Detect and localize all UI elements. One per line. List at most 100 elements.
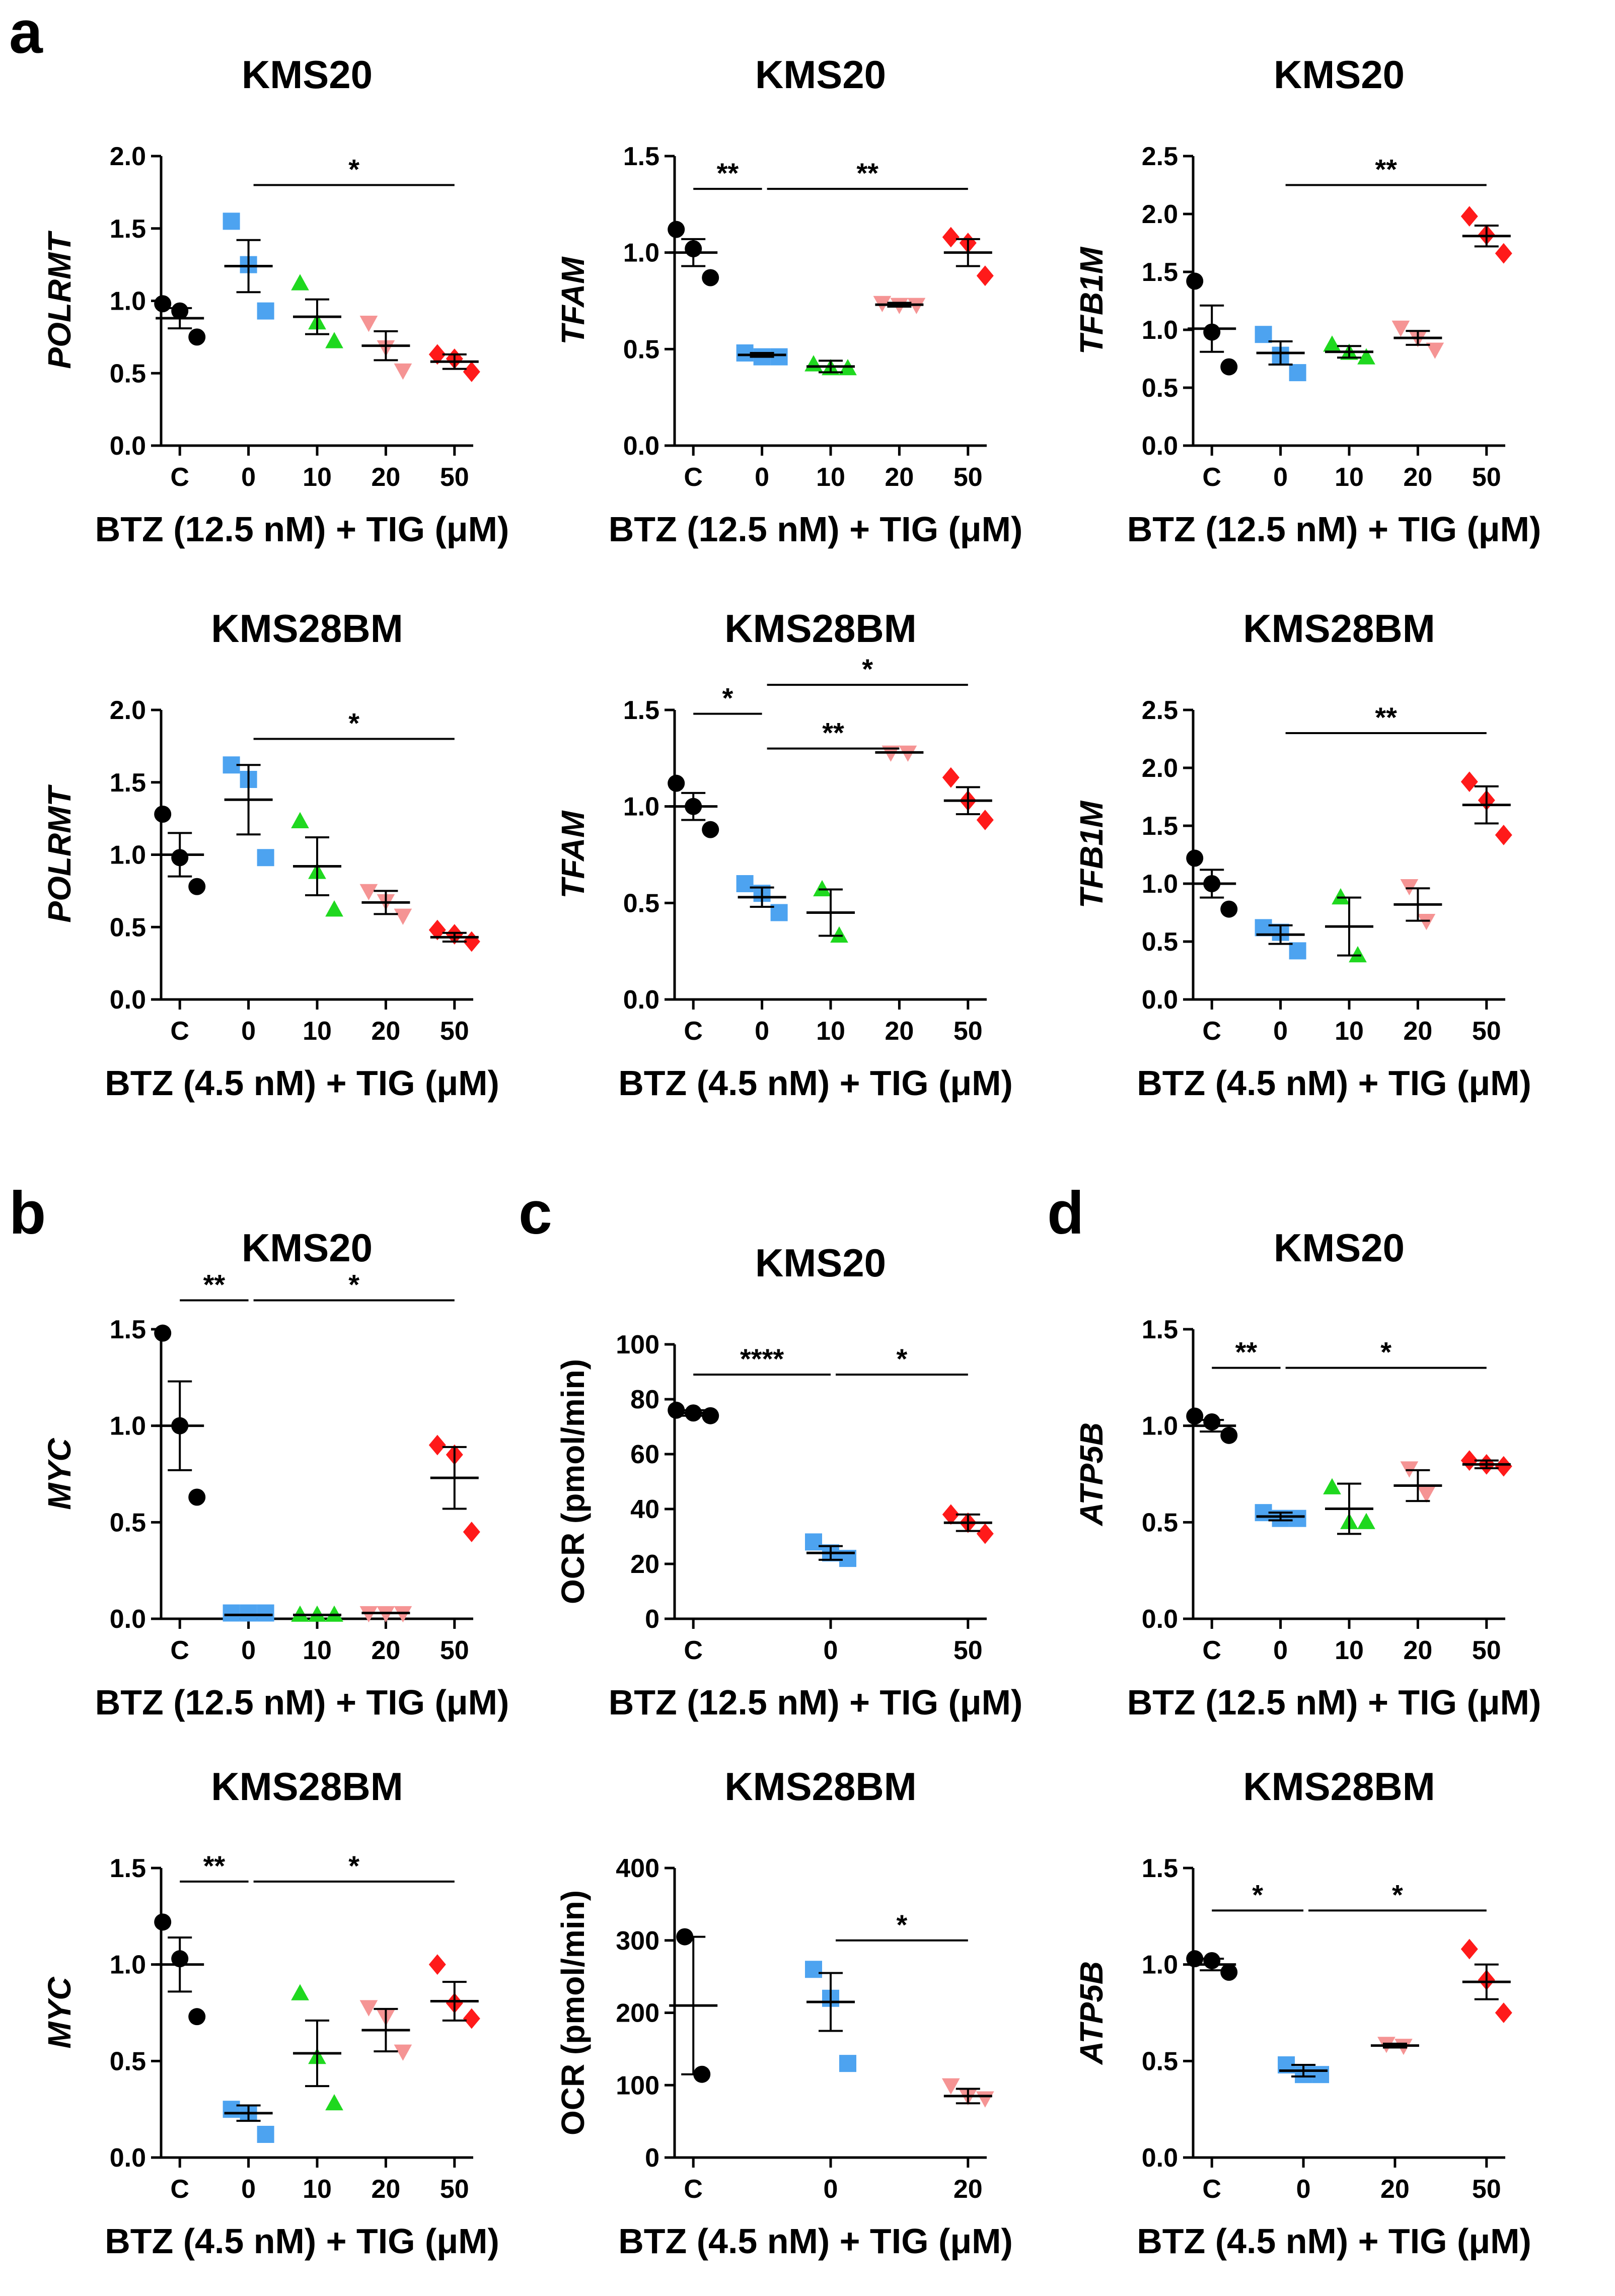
x-axis-label: BTZ (12.5 nM) + TIG (μM) <box>1127 510 1541 549</box>
data-point <box>1186 1950 1204 1968</box>
series-C <box>154 806 206 895</box>
series-C <box>154 1324 206 1506</box>
series-C <box>668 221 719 286</box>
chart-a5: KMS28BM 0.0 0.5 1.0 1.5 C 0 10 20 50 TFAM BTZ (4.5 … <box>555 606 1013 1103</box>
data-point <box>1323 335 1341 352</box>
y-axis-label: TFAM <box>555 810 591 899</box>
data-point <box>308 1605 326 1622</box>
y-tick-label: 0.0 <box>1142 432 1178 461</box>
data-point <box>154 1324 172 1342</box>
data-point <box>463 2008 480 2029</box>
x-axis-label: BTZ (4.5 nM) + TIG (μM) <box>1137 2221 1531 2261</box>
significance-label: * <box>348 154 359 185</box>
data-point <box>976 810 994 830</box>
data-point <box>941 2078 960 2095</box>
x-tick-label: C <box>170 1636 189 1665</box>
y-tick-label: 0.5 <box>1142 374 1178 403</box>
x-tick-label: 20 <box>371 463 400 492</box>
data-point <box>257 302 274 320</box>
x-tick-label: C <box>1202 2175 1221 2204</box>
data-point <box>1495 825 1512 845</box>
series-50 <box>942 227 994 286</box>
x-tick-label: 10 <box>816 1017 845 1046</box>
significance-label: ** <box>1235 1336 1258 1368</box>
series-0 <box>223 1604 274 1622</box>
x-axis-label: BTZ (4.5 nM) + TIG (μM) <box>618 1063 1013 1103</box>
data-point <box>839 2055 856 2072</box>
y-tick-label: 1.0 <box>1142 1412 1178 1441</box>
y-tick-label: 40 <box>630 1495 659 1524</box>
series-C <box>1186 1407 1238 1444</box>
y-tick-label: 2.0 <box>110 696 146 725</box>
y-tick-label: 60 <box>630 1440 659 1469</box>
y-tick-label: 0.0 <box>623 432 659 461</box>
y-tick-label: 1.0 <box>110 1412 146 1441</box>
x-tick-label: 0 <box>1296 2175 1311 2204</box>
series-0 <box>223 212 274 320</box>
x-tick-label: 20 <box>1403 1636 1432 1665</box>
data-point <box>976 1523 994 1544</box>
data-point <box>240 1604 257 1622</box>
data-point <box>1312 2066 1330 2084</box>
series-0 <box>805 1533 856 1567</box>
chart-title: KMS20 <box>242 1226 373 1270</box>
chart-title: KMS20 <box>755 1241 886 1285</box>
data-point <box>702 269 719 286</box>
series-0 <box>805 1961 856 2072</box>
series-20 <box>875 745 924 762</box>
data-point <box>223 212 240 230</box>
y-tick-label: 2.5 <box>1142 696 1178 725</box>
series-20 <box>873 296 926 314</box>
y-tick-label: 0 <box>645 1605 659 1634</box>
series-C <box>1186 272 1238 376</box>
chart-a4: KMS28BM 0.0 0.5 1.0 1.5 2.0 C 0 10 20 50 POLRMT BTZ … <box>41 606 499 1103</box>
y-tick-label: 1.0 <box>110 287 146 316</box>
y-tick-label: 1.0 <box>623 239 659 268</box>
series-50 <box>1460 206 1512 264</box>
y-tick-label: 1.5 <box>1142 258 1178 287</box>
series-50 <box>1460 771 1512 845</box>
y-tick-label: 0.5 <box>110 1508 146 1537</box>
x-axis-label: BTZ (12.5 nM) + TIG (μM) <box>95 1683 509 1722</box>
y-axis-label: ATP5B <box>1073 1961 1110 2065</box>
series-C <box>154 295 206 346</box>
panel-letter-d: d <box>1047 1179 1084 1247</box>
y-tick-label: 0.0 <box>110 2143 146 2173</box>
data-point <box>1426 342 1444 359</box>
y-tick-label: 400 <box>616 1854 659 1883</box>
data-point <box>1220 1964 1238 1981</box>
x-tick-label: 0 <box>241 1017 256 1046</box>
chart-a3: KMS20 0.0 0.5 1.0 1.5 2.0 2.5 C 0 10 20 50 TFB1M BTZ … <box>1073 52 1541 549</box>
significance-label: * <box>897 1909 908 1941</box>
y-tick-label: 1.5 <box>1142 1315 1178 1344</box>
data-point <box>154 806 172 823</box>
y-tick-label: 0.0 <box>623 985 659 1015</box>
x-axis-label: BTZ (4.5 nM) + TIG (μM) <box>1137 1063 1531 1103</box>
data-point <box>1460 206 1478 227</box>
x-tick-label: 20 <box>1380 2175 1410 2204</box>
series-20 <box>359 1606 412 1623</box>
series-50 <box>428 1954 480 2029</box>
data-point <box>463 361 480 382</box>
series-20 <box>1370 2037 1419 2055</box>
data-point <box>359 1606 378 1623</box>
data-point <box>942 227 960 248</box>
data-point <box>325 1605 343 1622</box>
series-0 <box>736 344 788 366</box>
series-20 <box>1393 1461 1442 1503</box>
x-tick-label: C <box>1202 463 1221 492</box>
data-point <box>702 1407 719 1424</box>
x-tick-label: 10 <box>1335 1017 1364 1046</box>
significance-label: ** <box>203 1850 226 1882</box>
x-axis-label: BTZ (4.5 nM) + TIG (μM) <box>105 2221 499 2261</box>
data-point <box>428 344 446 365</box>
y-axis-label: TFB1M <box>1073 800 1110 908</box>
y-axis-label: OCR (pmol/min) <box>555 1359 591 1604</box>
y-tick-label: 2.0 <box>1142 200 1178 229</box>
data-point <box>1220 900 1238 918</box>
y-tick-label: 0.5 <box>1142 927 1178 957</box>
y-tick-label: 0.5 <box>623 889 659 918</box>
chart-a1: KMS20 0.0 0.5 1.0 1.5 2.0 C 0 10 20 50 POLRMT BTZ (1… <box>41 52 509 549</box>
significance-label: * <box>348 707 359 739</box>
